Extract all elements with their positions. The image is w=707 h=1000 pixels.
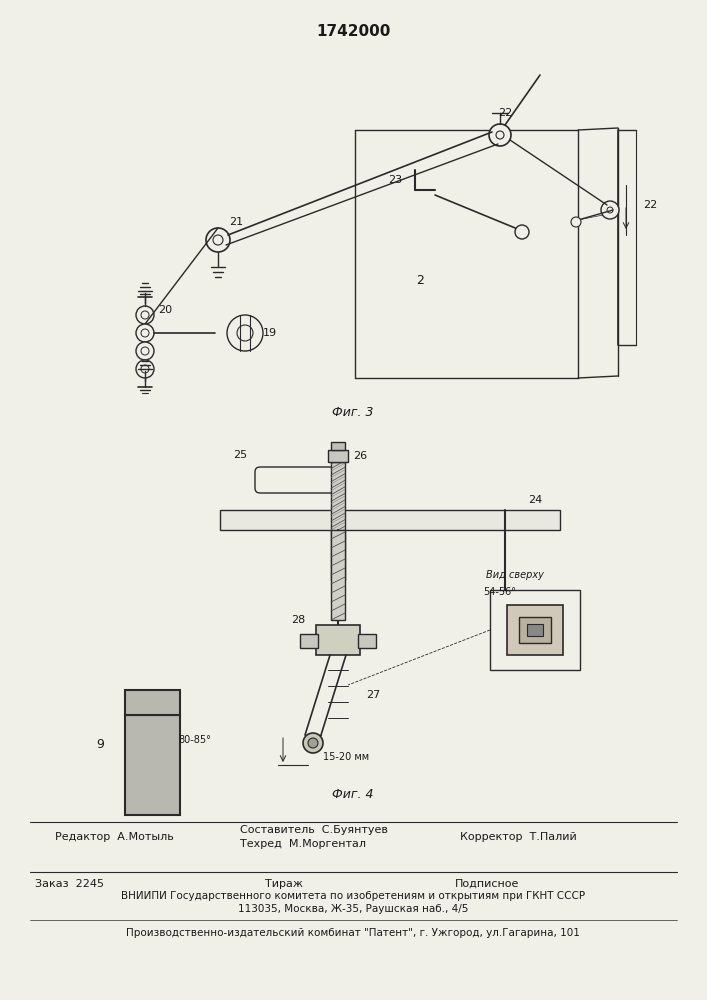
Bar (331, 442, 345, 450)
Circle shape (136, 342, 154, 360)
Circle shape (227, 315, 263, 351)
Bar (358, 634, 376, 648)
Text: 24: 24 (528, 495, 542, 505)
Circle shape (237, 325, 253, 341)
Text: Фиг. 3: Фиг. 3 (332, 406, 374, 418)
Text: 80-85°: 80-85° (179, 735, 211, 745)
Circle shape (206, 228, 230, 252)
Text: 23: 23 (388, 175, 402, 185)
Bar (300, 634, 318, 648)
Circle shape (303, 733, 323, 753)
Bar (519, 617, 551, 643)
Text: Корректор  Т.Палий: Корректор Т.Палий (460, 832, 577, 842)
Circle shape (141, 311, 149, 319)
Text: 27: 27 (366, 690, 380, 700)
Text: 1742000: 1742000 (316, 24, 390, 39)
Text: 22: 22 (498, 108, 512, 118)
Text: 20: 20 (158, 305, 172, 315)
Circle shape (489, 124, 511, 146)
Circle shape (136, 360, 154, 378)
Circle shape (607, 207, 613, 213)
Bar (527, 624, 543, 636)
Bar (328, 450, 348, 462)
Bar (125, 690, 180, 715)
Bar (507, 605, 563, 655)
Text: 2: 2 (416, 273, 424, 286)
Circle shape (136, 324, 154, 342)
Text: 26: 26 (353, 451, 367, 461)
Text: 25: 25 (233, 450, 247, 460)
Circle shape (141, 347, 149, 355)
Circle shape (136, 306, 154, 324)
Text: Заказ  2245: Заказ 2245 (35, 879, 104, 889)
Text: 21: 21 (229, 217, 243, 227)
Circle shape (496, 131, 504, 139)
Text: 22: 22 (643, 200, 658, 210)
Circle shape (141, 329, 149, 337)
Text: Вид сверху: Вид сверху (486, 570, 544, 580)
Text: Техред  М.Моргентал: Техред М.Моргентал (240, 839, 366, 849)
Circle shape (308, 738, 318, 748)
FancyBboxPatch shape (255, 467, 345, 493)
Text: 19: 19 (263, 328, 277, 338)
Bar (331, 462, 345, 580)
Bar (220, 510, 560, 530)
Text: 54-56°: 54-56° (484, 587, 517, 597)
Bar (316, 625, 360, 655)
Text: 28: 28 (291, 615, 305, 625)
Text: 9: 9 (96, 738, 104, 752)
Circle shape (141, 365, 149, 373)
Circle shape (515, 225, 529, 239)
Text: 113035, Москва, Ж-35, Раушская наб., 4/5: 113035, Москва, Ж-35, Раушская наб., 4/5 (238, 904, 468, 914)
Text: Составитель  С.Буянтуев: Составитель С.Буянтуев (240, 825, 388, 835)
Text: Редактор  А.Мотыль: Редактор А.Мотыль (55, 832, 174, 842)
Circle shape (213, 235, 223, 245)
Bar (331, 530, 345, 620)
Text: Фиг. 4: Фиг. 4 (332, 788, 374, 802)
Circle shape (571, 217, 581, 227)
Bar (125, 715, 180, 815)
Text: 15-20 мм: 15-20 мм (323, 752, 369, 762)
Text: Тираж: Тираж (265, 879, 303, 889)
Circle shape (601, 201, 619, 219)
Bar (490, 590, 580, 670)
Text: Производственно-издательский комбинат "Патент", г. Ужгород, ул.Гагарина, 101: Производственно-издательский комбинат "П… (126, 928, 580, 938)
Text: ВНИИПИ Государственного комитета по изобретениям и открытиям при ГКНТ СССР: ВНИИПИ Государственного комитета по изоб… (121, 891, 585, 901)
Text: Подписное: Подписное (455, 879, 520, 889)
